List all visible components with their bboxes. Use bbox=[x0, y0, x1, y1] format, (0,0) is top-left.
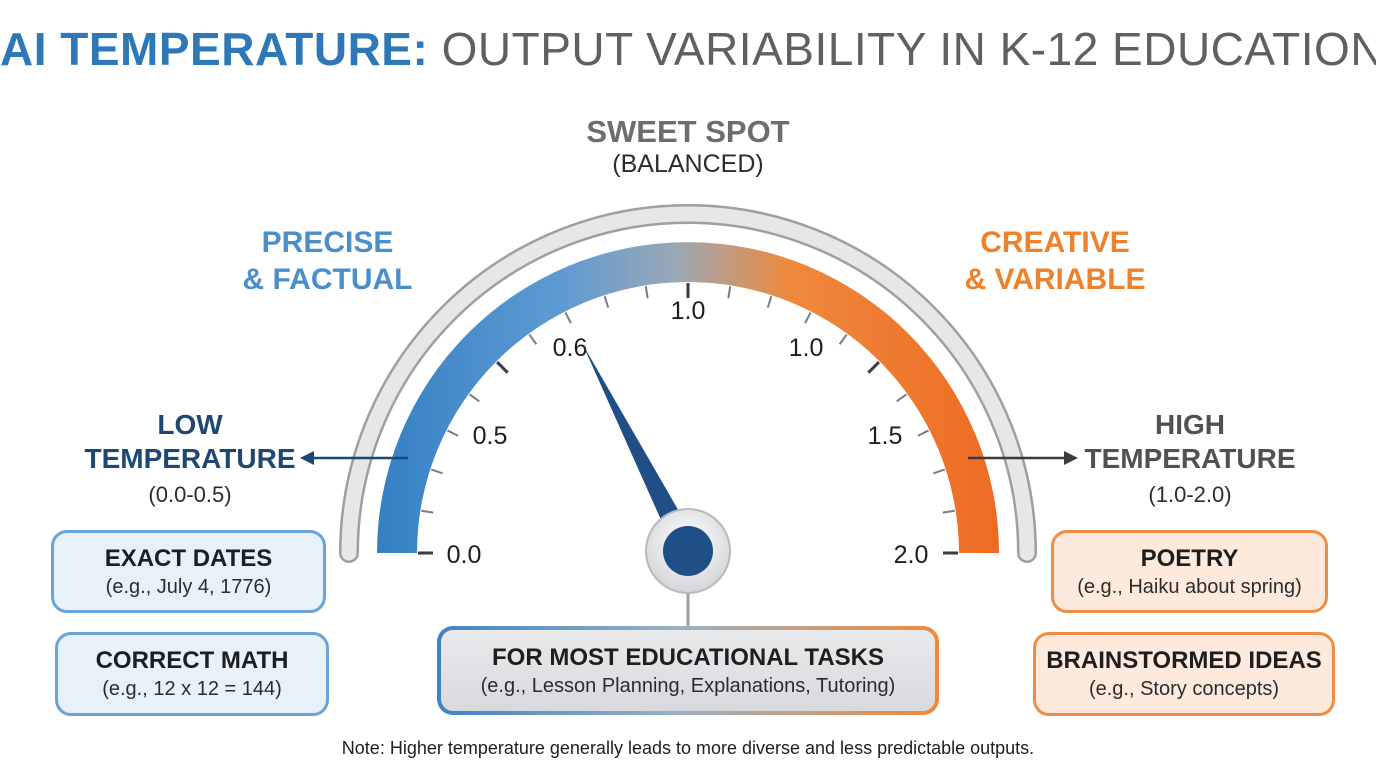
gauge-tick bbox=[917, 429, 930, 437]
gauge-tick bbox=[933, 468, 946, 475]
footnote: Note: Higher temperature generally leads… bbox=[341, 738, 1035, 758]
brainstormed-ideas-example: (e.g., Story concepts) bbox=[1088, 678, 1280, 700]
high-arrow-head bbox=[1064, 451, 1078, 465]
exact-dates-example: (e.g., July 4, 1776) bbox=[105, 575, 272, 598]
gauge-tick bbox=[727, 286, 732, 299]
sweet-spot-subtitle: (BALANCED) bbox=[612, 150, 764, 178]
gauge-tick bbox=[838, 333, 848, 345]
gauge-tick bbox=[896, 393, 908, 403]
correct-math-card: CORRECT MATH (e.g., 12 x 12 = 144) bbox=[55, 632, 329, 716]
tick-label-0-0: 0.0 bbox=[447, 541, 482, 569]
high-temp-line2: TEMPERATURE bbox=[1084, 443, 1296, 474]
brainstormed-ideas-card: BRAINSTORMED IDEAS (e.g., Story concepts… bbox=[1033, 632, 1335, 716]
needle-hub bbox=[663, 526, 713, 576]
gauge-tick bbox=[446, 429, 459, 437]
educational-tasks-example: (e.g., Lesson Planning, Explanations, Tu… bbox=[480, 674, 896, 697]
gauge-ticks bbox=[418, 283, 958, 555]
page-title: AI TEMPERATURE: OUTPUT VARIABILITY IN K-… bbox=[0, 22, 1376, 76]
gauge-tick bbox=[603, 295, 610, 308]
tick-label-1-5: 1.5 bbox=[868, 422, 903, 450]
low-temp-line1: LOW bbox=[157, 409, 223, 440]
tick-label-2-0: 2.0 bbox=[894, 541, 929, 569]
creative-label: CREATIVE & VARIABLE bbox=[945, 224, 1165, 298]
title-highlight: AI TEMPERATURE: bbox=[0, 23, 429, 75]
gauge-outer-track-highlight bbox=[341, 206, 1035, 561]
gauge-color-band bbox=[377, 242, 999, 554]
poetry-card: POETRY (e.g., Haiku about spring) bbox=[1051, 530, 1328, 613]
gauge-tick bbox=[804, 311, 812, 324]
gauge-tick bbox=[421, 509, 434, 514]
low-temperature-label: LOW TEMPERATURE bbox=[70, 408, 310, 476]
low-temp-line2: TEMPERATURE bbox=[84, 443, 296, 474]
gauge-tick bbox=[430, 468, 443, 475]
sweet-spot-title: SWEET SPOT bbox=[586, 114, 790, 149]
educational-tasks-inner: FOR MOST EDUCATIONAL TASKS (e.g., Lesson… bbox=[441, 630, 935, 711]
precise-line2: & FACTUAL bbox=[242, 263, 413, 296]
low-temperature-range: (0.0-0.5) bbox=[148, 482, 232, 507]
tick-label-1-0-right: 1.0 bbox=[789, 334, 824, 362]
tick-label-1-0-top: 1.0 bbox=[671, 297, 706, 325]
high-temperature-range: (1.0-2.0) bbox=[1148, 482, 1232, 507]
educational-tasks-title: FOR MOST EDUCATIONAL TASKS bbox=[492, 643, 884, 671]
high-temperature-label: HIGH TEMPERATURE bbox=[1075, 408, 1305, 476]
poetry-title: POETRY bbox=[1140, 544, 1239, 572]
correct-math-title: CORRECT MATH bbox=[95, 647, 289, 674]
tick-label-0-6: 0.6 bbox=[553, 334, 588, 362]
tick-label-0-5: 0.5 bbox=[473, 422, 508, 450]
poetry-example: (e.g., Haiku about spring) bbox=[1077, 575, 1302, 598]
gauge-tick bbox=[528, 333, 538, 345]
precise-label: PRECISE & FACTUAL bbox=[220, 224, 435, 298]
exact-dates-title: EXACT DATES bbox=[104, 544, 273, 572]
high-temp-line1: HIGH bbox=[1155, 409, 1225, 440]
brainstormed-ideas-title: BRAINSTORMED IDEAS bbox=[1046, 647, 1322, 674]
educational-tasks-card: FOR MOST EDUCATIONAL TASKS (e.g., Lesson… bbox=[437, 626, 939, 715]
gauge-tick bbox=[564, 311, 572, 324]
creative-line1: CREATIVE bbox=[980, 226, 1130, 259]
title-rest: OUTPUT VARIABILITY IN K-12 EDUCATION bbox=[441, 23, 1376, 75]
precise-line1: PRECISE bbox=[261, 226, 394, 259]
creative-line2: & VARIABLE bbox=[964, 263, 1146, 296]
gauge-tick bbox=[468, 393, 480, 403]
gauge-tick bbox=[942, 509, 955, 514]
gauge-tick bbox=[867, 361, 880, 374]
gauge-tick bbox=[766, 295, 773, 308]
needle bbox=[582, 344, 699, 557]
gauge-tick bbox=[496, 361, 509, 374]
low-arrow-head bbox=[300, 451, 314, 465]
exact-dates-card: EXACT DATES (e.g., July 4, 1776) bbox=[51, 530, 326, 613]
correct-math-example: (e.g., 12 x 12 = 144) bbox=[102, 678, 282, 700]
gauge-tick bbox=[644, 286, 649, 299]
